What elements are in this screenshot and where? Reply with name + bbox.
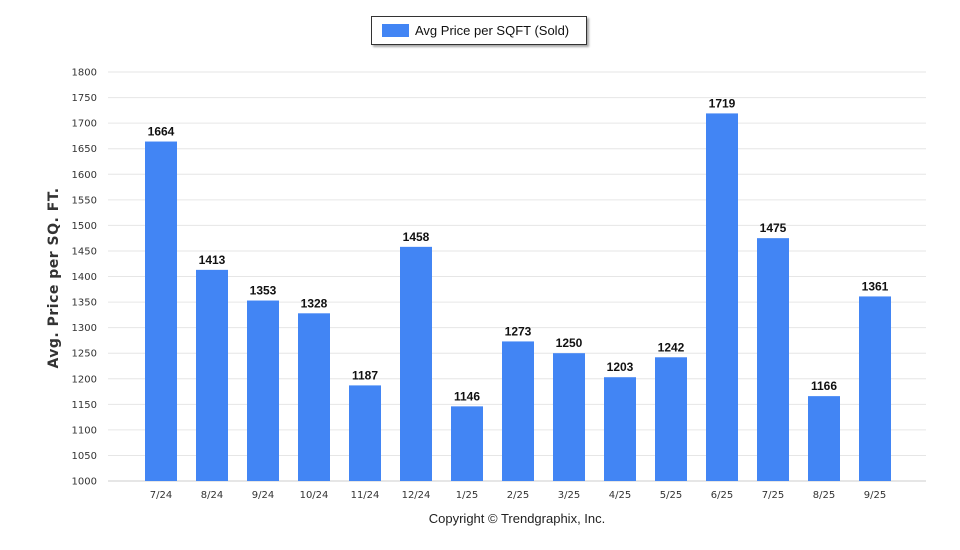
data-label: 1719 [709, 96, 736, 110]
bar [859, 296, 891, 481]
x-tick-label: 7/24 [150, 490, 172, 501]
data-label: 1458 [403, 230, 430, 244]
bar [349, 385, 381, 481]
y-tick-label: 1100 [72, 425, 97, 436]
legend-swatch [382, 24, 409, 37]
data-label: 1664 [148, 125, 175, 139]
bar [757, 238, 789, 481]
y-tick-label: 1500 [72, 221, 97, 232]
bar [247, 300, 279, 481]
y-tick-label: 1350 [72, 298, 97, 309]
x-tick-label: 12/24 [402, 490, 431, 501]
legend: Avg Price per SQFT (Sold) [371, 16, 587, 45]
x-tick-label: 11/24 [351, 490, 380, 501]
data-label: 1250 [556, 336, 583, 350]
bar [451, 406, 483, 481]
y-tick-label: 1400 [72, 272, 97, 283]
x-tick-label: 9/24 [252, 490, 274, 501]
x-tick-label: 4/25 [609, 490, 631, 501]
data-label: 1475 [760, 221, 787, 235]
x-tick-label: 3/25 [558, 490, 580, 501]
y-tick-label: 1700 [72, 119, 97, 130]
bar [706, 113, 738, 481]
copyright-footer: Copyright © Trendgraphix, Inc. [428, 511, 606, 526]
x-tick-label: 2/25 [507, 490, 529, 501]
y-tick-label: 1050 [72, 451, 97, 462]
y-tick-label: 1750 [72, 93, 97, 104]
x-tick-label: 8/24 [201, 490, 223, 501]
data-label: 1361 [862, 279, 889, 293]
y-tick-label: 1250 [72, 349, 97, 360]
data-label: 1242 [658, 340, 685, 354]
bar [196, 269, 228, 481]
y-tick-label: 1650 [72, 144, 97, 155]
x-tick-label: 6/25 [711, 490, 733, 501]
bar [808, 396, 840, 481]
legend-label: Avg Price per SQFT (Sold) [415, 23, 570, 38]
bar [502, 341, 534, 481]
data-label: 1166 [811, 379, 837, 393]
bar [400, 246, 432, 481]
y-tick-label: 1800 [72, 68, 97, 79]
y-tick-label: 1450 [72, 246, 97, 257]
y-tick-label: 1300 [72, 323, 97, 334]
x-tick-label: 1/25 [456, 490, 478, 501]
x-tick-label: 7/25 [762, 490, 784, 501]
data-label: 1353 [250, 284, 277, 298]
data-label: 1328 [301, 296, 328, 310]
y-tick-label: 1150 [72, 400, 97, 411]
x-tick-label: 9/25 [864, 490, 886, 501]
data-label: 1413 [199, 253, 226, 267]
bar [655, 357, 687, 481]
y-tick-label: 1550 [72, 195, 97, 206]
y-tick-label: 1000 [72, 477, 97, 488]
bar [553, 353, 585, 481]
x-tick-label: 8/25 [813, 490, 835, 501]
y-tick-label: 1200 [72, 374, 97, 385]
bar [604, 377, 636, 481]
bar [298, 313, 330, 481]
y-tick-label: 1600 [72, 170, 97, 181]
y-axis-label: Avg. Price per SQ. FT. [46, 187, 62, 369]
data-label: 1146 [454, 389, 480, 403]
x-tick-label: 5/25 [660, 490, 682, 501]
data-label: 1203 [607, 360, 634, 374]
data-label: 1273 [505, 324, 532, 338]
x-tick-label: 10/24 [300, 490, 329, 501]
bar [145, 141, 177, 481]
data-label: 1187 [352, 368, 378, 382]
